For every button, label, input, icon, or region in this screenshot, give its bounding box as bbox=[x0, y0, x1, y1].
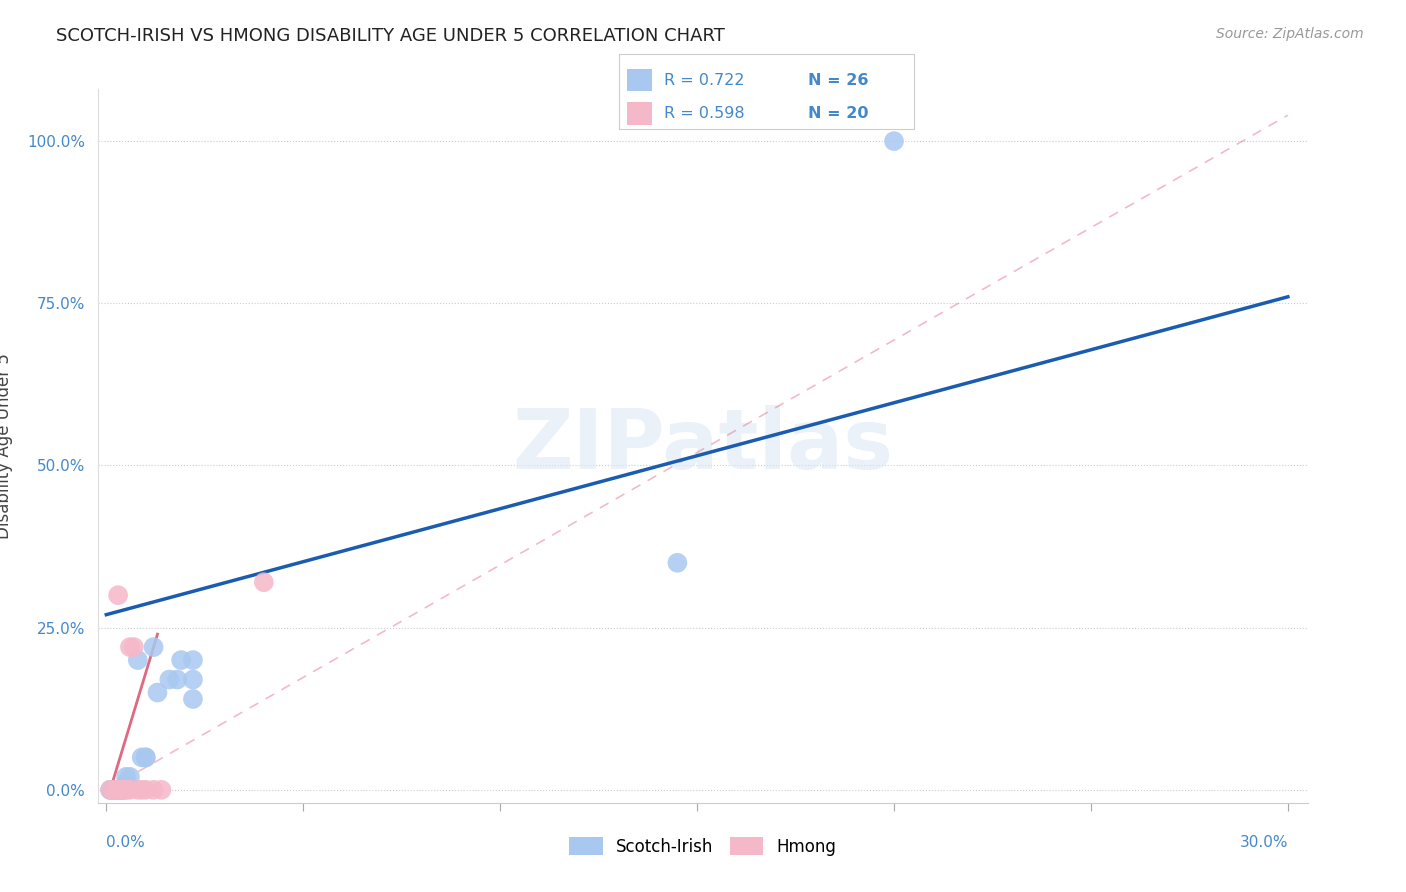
Point bbox=[107, 588, 129, 602]
Point bbox=[170, 653, 193, 667]
Point bbox=[131, 782, 153, 797]
Point bbox=[118, 770, 141, 784]
Text: N = 26: N = 26 bbox=[808, 73, 869, 88]
Point bbox=[107, 782, 129, 797]
Point bbox=[142, 640, 165, 654]
Point bbox=[107, 782, 129, 797]
Point bbox=[107, 782, 129, 797]
Point bbox=[181, 673, 204, 687]
Point bbox=[127, 782, 149, 797]
Point bbox=[883, 134, 905, 148]
Text: SCOTCH-IRISH VS HMONG DISABILITY AGE UNDER 5 CORRELATION CHART: SCOTCH-IRISH VS HMONG DISABILITY AGE UND… bbox=[56, 27, 725, 45]
Point bbox=[181, 692, 204, 706]
Text: Source: ZipAtlas.com: Source: ZipAtlas.com bbox=[1216, 27, 1364, 41]
Point bbox=[135, 782, 157, 797]
Point bbox=[122, 640, 145, 654]
Point bbox=[135, 750, 157, 764]
Point bbox=[98, 782, 121, 797]
Point bbox=[115, 782, 138, 797]
Point bbox=[115, 782, 138, 797]
Y-axis label: Disability Age Under 5: Disability Age Under 5 bbox=[0, 353, 13, 539]
Point bbox=[111, 782, 134, 797]
Point bbox=[107, 782, 129, 797]
Point bbox=[181, 653, 204, 667]
Point bbox=[118, 782, 141, 797]
Point bbox=[118, 640, 141, 654]
Text: R = 0.598: R = 0.598 bbox=[664, 106, 744, 121]
Text: 30.0%: 30.0% bbox=[1239, 835, 1288, 850]
Point bbox=[253, 575, 276, 590]
Text: ZIPatlas: ZIPatlas bbox=[513, 406, 893, 486]
Point bbox=[103, 782, 125, 797]
Point bbox=[115, 770, 138, 784]
Point bbox=[107, 782, 129, 797]
Text: R = 0.722: R = 0.722 bbox=[664, 73, 744, 88]
Point bbox=[127, 653, 149, 667]
Point bbox=[98, 782, 121, 797]
Point bbox=[142, 782, 165, 797]
Text: 0.0%: 0.0% bbox=[107, 835, 145, 850]
Point bbox=[107, 782, 129, 797]
Point bbox=[103, 782, 125, 797]
Point bbox=[135, 750, 157, 764]
Point bbox=[157, 673, 180, 687]
Point bbox=[166, 673, 188, 687]
Point bbox=[150, 782, 173, 797]
Text: N = 20: N = 20 bbox=[808, 106, 869, 121]
Legend: Scotch-Irish, Hmong: Scotch-Irish, Hmong bbox=[562, 830, 844, 863]
Point bbox=[146, 685, 169, 699]
Point bbox=[111, 782, 134, 797]
Point bbox=[111, 782, 134, 797]
Point bbox=[98, 782, 121, 797]
Point bbox=[111, 782, 134, 797]
Point bbox=[111, 782, 134, 797]
Point bbox=[115, 776, 138, 790]
Point bbox=[131, 750, 153, 764]
Point bbox=[666, 556, 689, 570]
Point bbox=[103, 782, 125, 797]
